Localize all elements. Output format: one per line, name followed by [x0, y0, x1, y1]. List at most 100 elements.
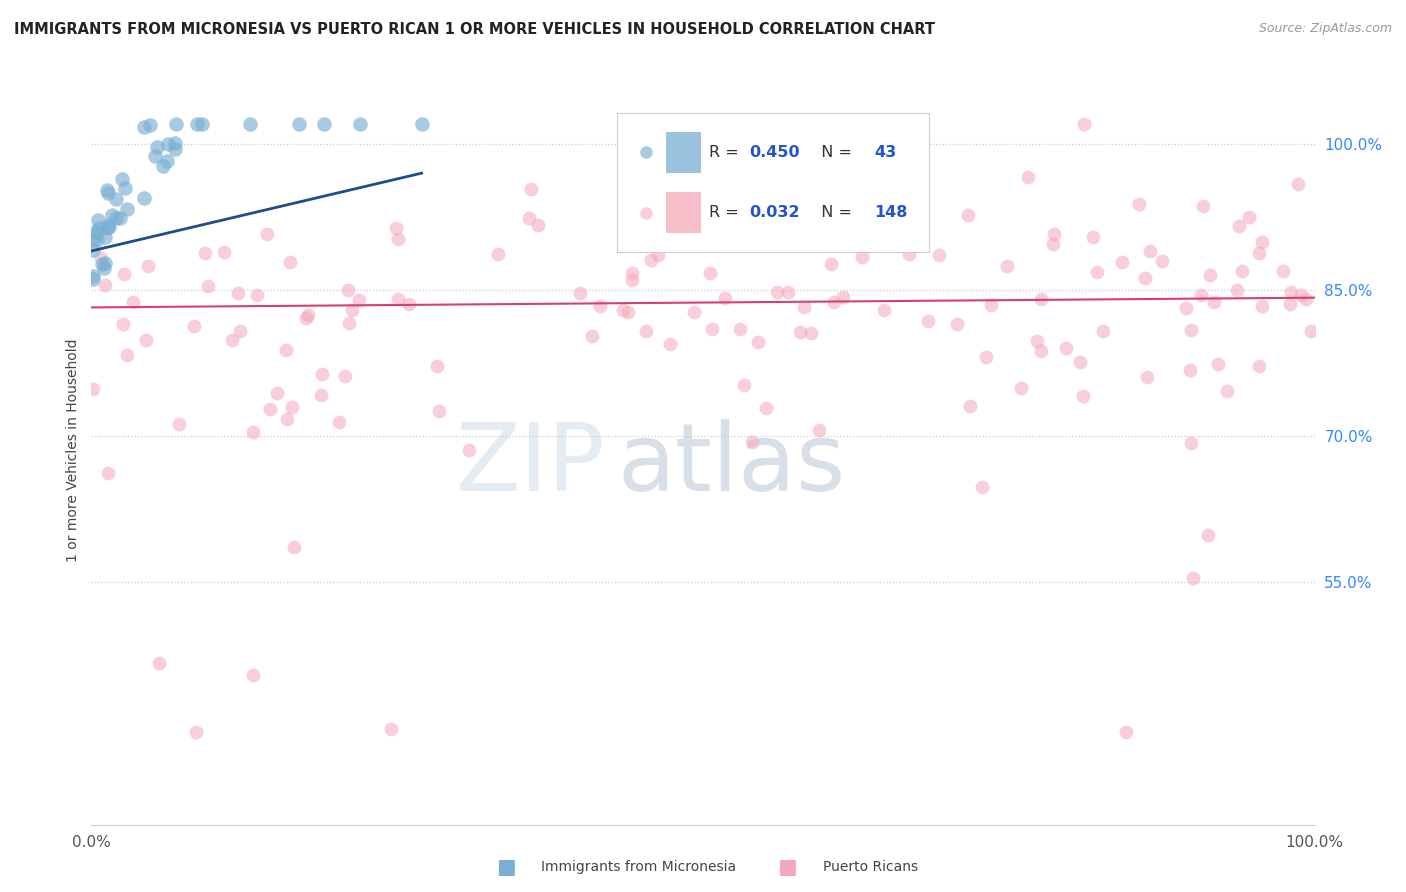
- Point: [82, 272, 104, 286]
- Point: [612, 303, 634, 318]
- Point: [1189, 287, 1212, 301]
- Text: N =: N =: [811, 145, 856, 160]
- Point: [733, 378, 755, 392]
- Point: [807, 423, 830, 437]
- Point: [134, 191, 156, 205]
- Point: [1071, 389, 1094, 403]
- Point: [148, 656, 170, 670]
- Point: [135, 333, 157, 347]
- Point: [714, 291, 737, 305]
- Point: [728, 322, 751, 336]
- Point: [152, 159, 174, 173]
- Point: [1085, 265, 1108, 279]
- Point: [1133, 271, 1156, 285]
- Point: [789, 325, 811, 339]
- Point: [832, 290, 855, 304]
- Bar: [666, 132, 700, 173]
- Point: [457, 443, 479, 458]
- Point: [1251, 235, 1274, 250]
- Point: [226, 286, 249, 301]
- Point: [136, 260, 159, 274]
- Point: [617, 305, 640, 319]
- Point: [928, 247, 950, 261]
- Point: [1182, 571, 1205, 585]
- Text: R =: R =: [709, 145, 744, 160]
- Point: [1152, 253, 1174, 268]
- Point: [411, 118, 433, 132]
- Point: [94, 256, 117, 270]
- Point: [97, 218, 120, 232]
- Point: [143, 149, 166, 163]
- Text: 0.032: 0.032: [749, 205, 800, 220]
- Text: Source: ZipAtlas.com: Source: ZipAtlas.com: [1258, 22, 1392, 36]
- Point: [1073, 118, 1095, 132]
- Point: [139, 118, 162, 132]
- Point: [111, 317, 134, 331]
- Point: [309, 387, 332, 401]
- Point: [105, 192, 128, 206]
- Point: [115, 202, 138, 217]
- Point: [194, 246, 217, 260]
- Point: [294, 311, 316, 326]
- Point: [86, 234, 108, 248]
- Point: [146, 139, 169, 153]
- Point: [1175, 301, 1198, 315]
- Point: [83, 225, 105, 239]
- Point: [311, 367, 333, 381]
- Point: [276, 412, 298, 426]
- Point: [1091, 324, 1114, 338]
- Text: ZIP: ZIP: [456, 419, 605, 511]
- Point: [256, 227, 278, 241]
- Point: [108, 211, 131, 226]
- Point: [242, 668, 264, 682]
- Text: Immigrants from Micronesia: Immigrants from Micronesia: [541, 860, 737, 874]
- Point: [1295, 293, 1317, 307]
- Point: [636, 324, 658, 338]
- Point: [1083, 229, 1105, 244]
- Point: [1289, 287, 1312, 301]
- Point: [1247, 245, 1270, 260]
- Point: [1042, 227, 1064, 241]
- Point: [751, 232, 773, 246]
- Point: [946, 317, 969, 331]
- Point: [1250, 299, 1272, 313]
- Point: [775, 197, 797, 211]
- Point: [112, 267, 135, 281]
- Point: [699, 266, 721, 280]
- Point: [823, 295, 845, 310]
- Point: [647, 247, 669, 261]
- Point: [879, 236, 901, 251]
- Point: [526, 218, 548, 232]
- Point: [1249, 359, 1271, 374]
- Point: [245, 288, 267, 302]
- Point: [104, 211, 127, 226]
- Point: [741, 435, 763, 450]
- Point: [1204, 295, 1226, 310]
- Point: [398, 297, 420, 311]
- Point: [87, 213, 110, 227]
- Point: [184, 725, 207, 739]
- Point: [156, 153, 179, 168]
- Point: [980, 298, 1002, 312]
- Point: [91, 257, 114, 271]
- Point: [486, 247, 509, 261]
- Point: [97, 220, 120, 235]
- Text: 43: 43: [875, 145, 897, 160]
- Point: [266, 386, 288, 401]
- Point: [766, 285, 789, 300]
- Point: [1227, 219, 1250, 233]
- Point: [917, 314, 939, 328]
- Point: [1206, 357, 1229, 371]
- Point: [1286, 177, 1309, 191]
- Point: [702, 322, 724, 336]
- Point: [183, 319, 205, 334]
- Point: [569, 285, 592, 300]
- Point: [1271, 264, 1294, 278]
- Point: [165, 142, 187, 156]
- Point: [1115, 724, 1137, 739]
- Point: [328, 415, 350, 429]
- Point: [167, 417, 190, 432]
- Point: [82, 383, 104, 397]
- Point: [1198, 268, 1220, 282]
- Text: 148: 148: [875, 205, 908, 220]
